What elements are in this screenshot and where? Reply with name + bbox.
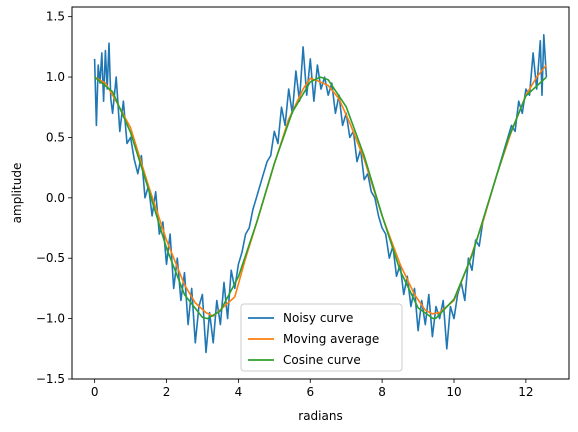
y-tick-label: 0.5 <box>46 130 65 144</box>
series-line-1 <box>93 33 548 354</box>
legend-box <box>240 303 403 372</box>
series-layer <box>93 33 548 354</box>
x-tick-label: 8 <box>378 385 386 399</box>
y-tick-label: −0.5 <box>36 251 65 265</box>
x-tick-label: 4 <box>235 385 243 399</box>
legend-label-3: Cosine curve <box>283 353 361 367</box>
x-tick-label: 10 <box>446 385 461 399</box>
plot-frame <box>71 6 570 380</box>
x-axis-label: radians <box>298 409 342 423</box>
x-tick-label: 6 <box>306 385 314 399</box>
y-axis-label: amplitude <box>10 163 24 224</box>
y-tick-label: −1.0 <box>36 312 65 326</box>
y-tick-label: 1.5 <box>46 10 65 24</box>
x-tick-label: 0 <box>91 385 99 399</box>
y-tick-label: 0.0 <box>46 191 65 205</box>
y-tick-label: 1.0 <box>46 70 65 84</box>
x-tick-label: 12 <box>518 385 533 399</box>
series-line-3 <box>94 76 547 320</box>
x-axis-ticks: 0 2 4 6 8 10 12 <box>91 379 534 399</box>
y-tick-label: −1.5 <box>36 372 65 386</box>
legend-label-2: Moving average <box>283 332 379 346</box>
y-axis-ticks: −1.5 −1.0 −0.5 0.0 0.5 1.0 1.5 <box>36 10 72 386</box>
x-tick-label: 2 <box>163 385 171 399</box>
legend-label-1: Noisy curve <box>283 311 353 325</box>
legend: Noisy curve Moving average Cosine curve <box>240 303 403 372</box>
